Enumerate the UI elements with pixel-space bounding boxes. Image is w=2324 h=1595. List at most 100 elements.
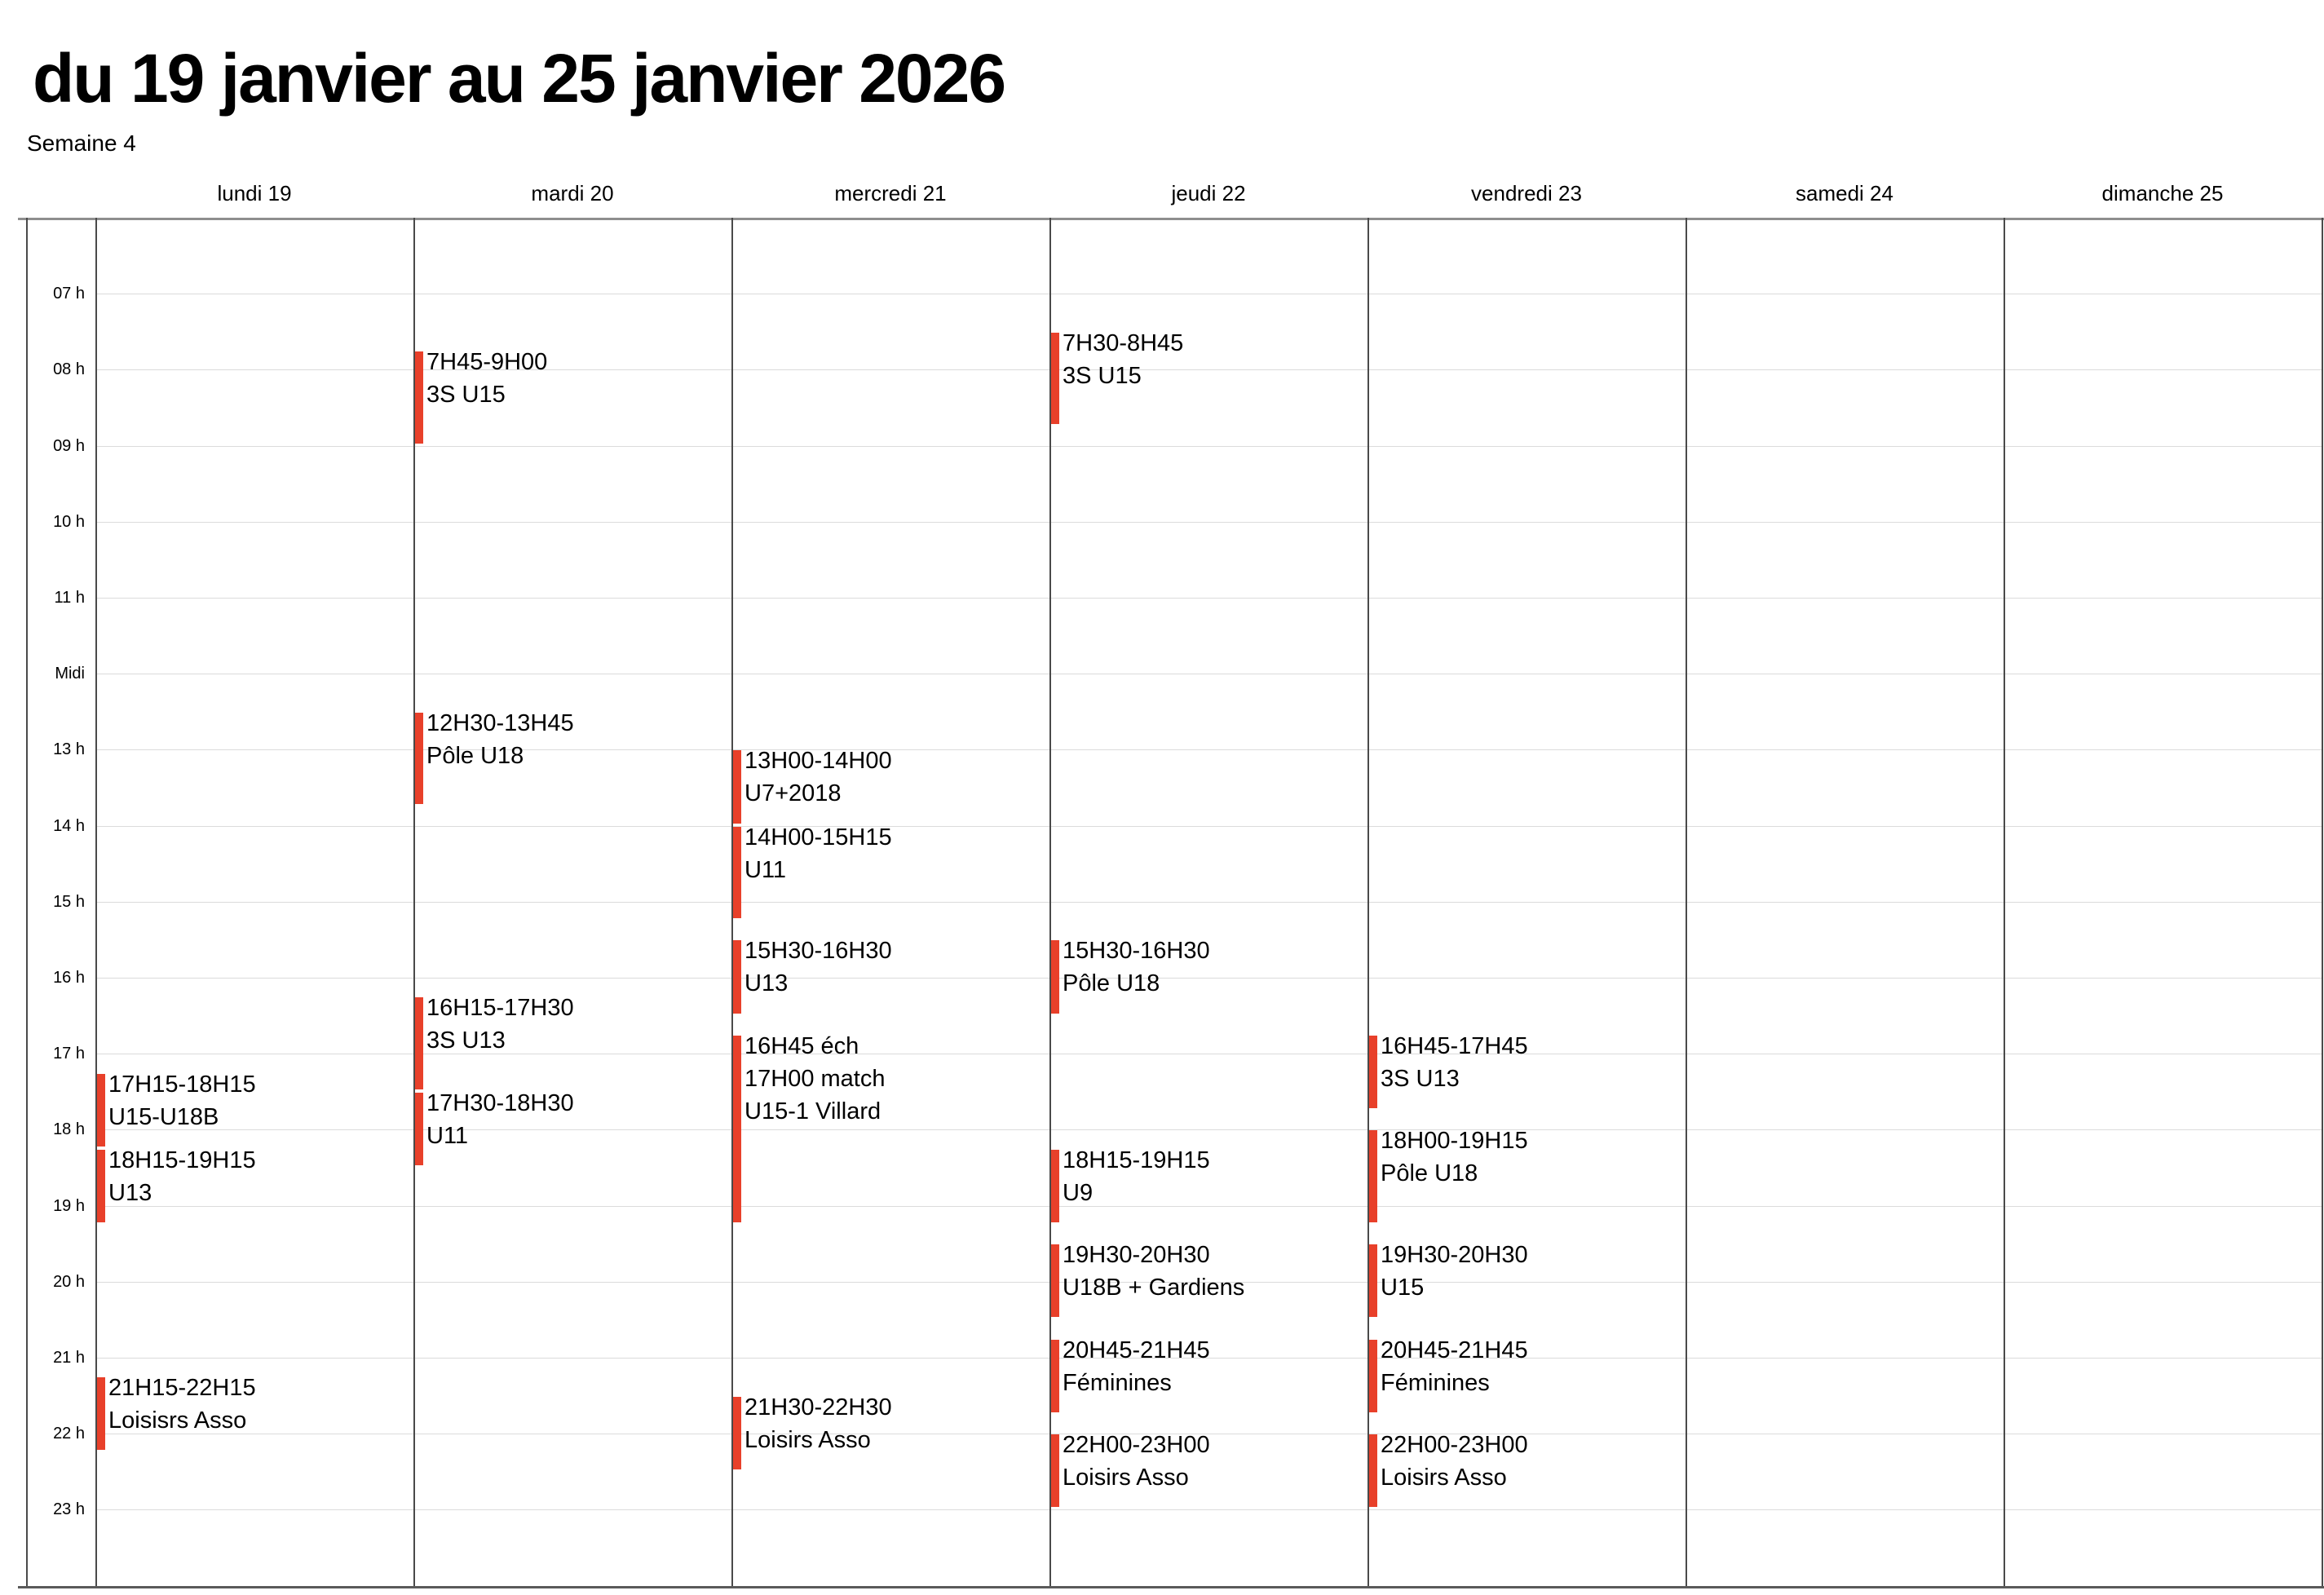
event[interactable]: 13H00-14H00 U7+2018: [731, 744, 1049, 825]
event[interactable]: 19H30-20H30 U15: [1367, 1239, 1686, 1319]
event-text-line: 20H45-21H45: [1381, 1337, 1528, 1363]
event[interactable]: 7H45-9H00 3S U15: [413, 346, 731, 446]
event-text-line: 7H45-9H00: [426, 349, 548, 376]
event[interactable]: 12H30-13H45 Pôle U18: [413, 707, 731, 807]
event[interactable]: 17H30-18H30 U11: [413, 1087, 731, 1168]
event[interactable]: 21H15-22H15 Loisisrs Asso: [95, 1372, 413, 1452]
event-text: 22H00-23H00 Loisirs Asso: [1381, 1429, 1528, 1494]
event-text: 18H15-19H15 U13: [108, 1144, 256, 1209]
event-text-line: 17H00 match: [744, 1065, 886, 1092]
event-text: 19H30-20H30 U15: [1381, 1239, 1528, 1304]
time-label: 20 h: [53, 1272, 85, 1291]
day-column-border: [1049, 218, 1051, 1586]
time-label: 16 h: [53, 969, 85, 987]
day-column-border: [1686, 218, 1687, 1586]
event-text-line: Féminines: [1063, 1369, 1172, 1396]
event-text-line: 21H30-22H30: [744, 1394, 892, 1420]
event-duration-bar: [1369, 1434, 1377, 1508]
event-text: 15H30-16H30 U13: [744, 934, 892, 1000]
event[interactable]: 7H30-8H45 3S U15: [1049, 327, 1367, 427]
event-text: 20H45-21H45 Féminines: [1381, 1334, 1528, 1399]
event-text-line: U11: [426, 1122, 469, 1149]
event-text-line: Loisirs Asso: [744, 1426, 871, 1453]
event[interactable]: 20H45-21H45 Féminines: [1367, 1334, 1686, 1415]
hour-line: [95, 1281, 2322, 1283]
event-text: 17H30-18H30 U11: [426, 1087, 574, 1152]
event-text-line: U7+2018: [744, 780, 842, 807]
event[interactable]: 14H00-15H15 U11: [731, 821, 1049, 921]
event[interactable]: 18H15-19H15 U13: [95, 1144, 413, 1225]
event-text: 13H00-14H00 U7+2018: [744, 744, 892, 810]
event-text-line: U15: [1381, 1275, 1425, 1301]
day-header-dimanche: dimanche 25: [2101, 181, 2224, 205]
event-text-line: U15-U18B: [108, 1103, 219, 1130]
time-label: 09 h: [53, 436, 85, 455]
day-header-samedi: samedi 24: [1796, 181, 1893, 205]
time-label: 10 h: [53, 512, 85, 531]
time-label: 14 h: [53, 816, 85, 835]
event[interactable]: 22H00-23H00 Loisirs Asso: [1367, 1429, 1686, 1509]
time-label: 23 h: [53, 1500, 85, 1519]
event[interactable]: 15H30-16H30 Pôle U18: [1049, 934, 1367, 1015]
time-label: 17 h: [53, 1045, 85, 1063]
event-text: 17H15-18H15 U15-U18B: [108, 1068, 256, 1133]
event[interactable]: 18H15-19H15 U9: [1049, 1144, 1367, 1225]
event-text-line: 19H30-20H30: [1381, 1242, 1528, 1269]
time-label: 22 h: [53, 1425, 85, 1443]
event-duration-bar: [1051, 1244, 1059, 1318]
event-duration-bar: [1051, 1339, 1059, 1412]
day-column-border: [2322, 218, 2323, 1586]
event-text: 18H15-19H15 U9: [1063, 1144, 1210, 1209]
event[interactable]: 22H00-23H00 Loisirs Asso: [1049, 1429, 1367, 1509]
grid-bottom-border: [18, 1585, 2324, 1588]
event[interactable]: 17H15-18H15 U15-U18B: [95, 1068, 413, 1149]
event-duration-bar: [1369, 1339, 1377, 1412]
event[interactable]: 15H30-16H30 U13: [731, 934, 1049, 1015]
event[interactable]: 20H45-21H45 Féminines: [1049, 1334, 1367, 1415]
time-label: 19 h: [53, 1196, 85, 1215]
event-text-line: 7H30-8H45: [1063, 329, 1184, 356]
event[interactable]: 18H00-19H15 Pôle U18: [1367, 1124, 1686, 1225]
event-duration-bar: [1051, 332, 1059, 425]
event-text-line: U11: [744, 856, 787, 883]
day-column-border: [2004, 218, 2005, 1586]
event-text: 18H00-19H15 Pôle U18: [1381, 1124, 1528, 1190]
day-column-border: [95, 218, 97, 1586]
event-text: 15H30-16H30 Pôle U18: [1063, 934, 1210, 1000]
event[interactable]: 16H15-17H30 3S U13: [413, 992, 731, 1092]
hour-line: [95, 521, 2322, 523]
event-text-line: 16H15-17H30: [426, 995, 574, 1022]
event-text-line: 19H30-20H30: [1063, 1242, 1210, 1269]
day-column-border: [731, 218, 733, 1586]
event[interactable]: 21H30-22H30 Loisirs Asso: [731, 1391, 1049, 1472]
event-text-line: 22H00-23H00: [1063, 1432, 1210, 1459]
hour-line: [95, 978, 2322, 979]
hour-line: [95, 1205, 2322, 1207]
event[interactable]: 16H45 éch 17H00 match U15-1 Villard: [731, 1030, 1049, 1225]
event-text-line: 18H15-19H15: [108, 1147, 256, 1173]
event-text-line: 12H30-13H45: [426, 709, 574, 736]
event-text-line: U18B + Gardiens: [1063, 1275, 1245, 1301]
event-text-line: 3S U15: [1063, 362, 1142, 389]
hour-line: [95, 1129, 2322, 1131]
event-duration-bar: [1369, 1244, 1377, 1318]
event-text-line: Féminines: [1381, 1369, 1490, 1396]
hour-line: [95, 901, 2322, 903]
event-text-line: 20H45-21H45: [1063, 1337, 1210, 1363]
event-text-line: 21H15-22H15: [108, 1375, 256, 1402]
hour-line: [95, 445, 2322, 447]
event-duration-bar: [1051, 1149, 1059, 1222]
event-duration-bar: [1369, 1130, 1377, 1222]
event-text-line: U13: [108, 1179, 152, 1206]
event-duration-bar: [415, 712, 423, 805]
day-header-jeudi: jeudi 22: [1171, 181, 1246, 205]
event-text: 14H00-15H15 U11: [744, 821, 892, 886]
hour-line: [95, 369, 2322, 371]
event-duration-bar: [1369, 1035, 1377, 1109]
event-text-line: 17H30-18H30: [426, 1089, 574, 1116]
event[interactable]: 19H30-20H30 U18B + Gardiens: [1049, 1239, 1367, 1319]
event-text-line: 16H45 éch: [744, 1032, 859, 1059]
event[interactable]: 16H45-17H45 3S U13: [1367, 1030, 1686, 1111]
day-header-lundi: lundi 19: [217, 181, 292, 205]
